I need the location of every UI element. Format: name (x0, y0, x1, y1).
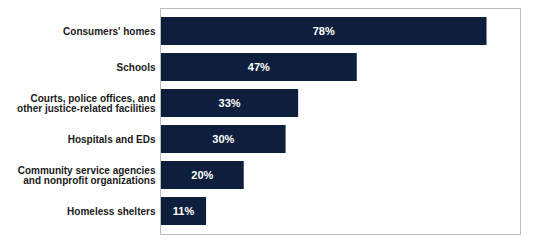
svg-text:33%: 33% (219, 97, 241, 109)
svg-text:30%: 30% (212, 133, 234, 145)
svg-text:Schools: Schools (117, 62, 156, 73)
svg-text:Community service agenciesand: Community service agenciesand nonprofit … (18, 165, 156, 186)
svg-text:Hospitals and EDs: Hospitals and EDs (68, 134, 156, 145)
svg-text:78%: 78% (313, 25, 335, 37)
svg-text:Courts, police offices, andoth: Courts, police offices, andother justice… (17, 93, 156, 114)
svg-text:Consumers' homes: Consumers' homes (63, 26, 156, 37)
svg-text:20%: 20% (191, 169, 213, 181)
svg-text:11%: 11% (173, 205, 195, 217)
svg-text:Homeless shelters: Homeless shelters (67, 206, 156, 217)
svg-text:47%: 47% (248, 61, 270, 73)
